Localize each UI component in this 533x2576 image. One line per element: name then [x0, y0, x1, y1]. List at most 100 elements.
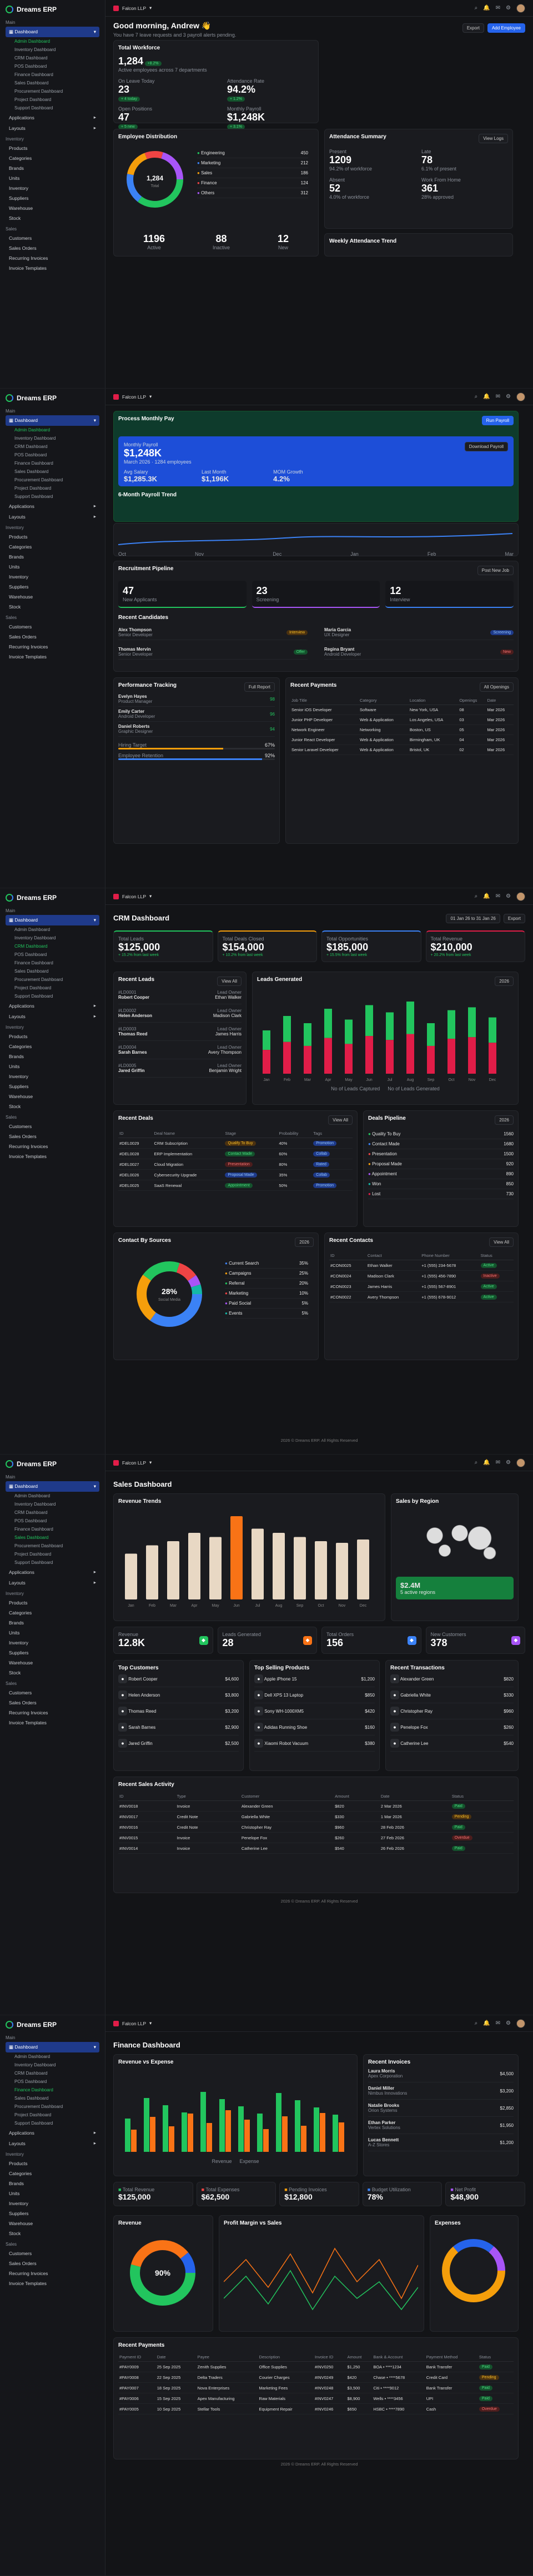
- mail-icon[interactable]: ✉: [495, 5, 501, 11]
- sidebar-subitem[interactable]: Project Dashboard: [14, 97, 52, 102]
- sidebar-item-dashboard[interactable]: ▦ Dashboard ▾: [6, 915, 99, 925]
- run-payroll-button[interactable]: Run Payroll: [481, 416, 514, 425]
- date-range-picker[interactable]: 01 Jan 26 to 31 Jan 26: [446, 914, 500, 923]
- sidebar-subitem[interactable]: POS Dashboard: [14, 64, 47, 69]
- table-row[interactable]: #PAY0007 18 Sep 2025 Nova Enterprises Marke…: [118, 2382, 514, 2393]
- sidebar-item[interactable]: Invoice Templates: [9, 2281, 47, 2286]
- invoice-row[interactable]: Ethan Parker Vertex Solutions $1,950: [368, 2117, 514, 2134]
- bell-icon[interactable]: 🔔: [483, 394, 490, 400]
- sidebar-item-dashboard[interactable]: ▦ Dashboard ▾: [6, 1481, 99, 1492]
- candidate-row[interactable]: Alex Thompson Senior Developer Interview: [118, 625, 308, 640]
- mail-icon[interactable]: ✉: [495, 2020, 501, 2026]
- year-select[interactable]: 2026: [495, 977, 514, 986]
- view-logs-button[interactable]: View Logs: [479, 134, 508, 143]
- search-icon[interactable]: ⌕: [474, 5, 478, 11]
- sidebar-item[interactable]: Products: [9, 1034, 28, 1039]
- sidebar-subitem[interactable]: CRM Dashboard: [14, 56, 48, 61]
- avatar[interactable]: [516, 1458, 525, 1467]
- list-item[interactable]: ● Helen Anderson $3,800: [118, 1687, 239, 1703]
- sidebar-subitem[interactable]: CRM Dashboard: [14, 944, 48, 949]
- sidebar-item-applications[interactable]: Applications ▸: [9, 114, 96, 120]
- workspace-selector[interactable]: Falcon LLP ▾: [113, 5, 152, 11]
- mail-icon[interactable]: ✉: [495, 1460, 501, 1466]
- table-row[interactable]: #DEL0027 Cloud Migration Presentation 80% Ra…: [118, 1159, 353, 1170]
- sidebar-item[interactable]: Products: [9, 534, 28, 540]
- list-item[interactable]: ● Robert Cooper $4,600: [118, 1671, 239, 1687]
- table-row[interactable]: #CON0024 Madison Clark +1 (555) 456-7890 In…: [329, 1270, 514, 1281]
- sidebar-subitem[interactable]: Sales Dashboard: [14, 969, 49, 974]
- bell-icon[interactable]: 🔔: [483, 1460, 490, 1466]
- sidebar-item[interactable]: Sales Orders: [9, 2261, 37, 2266]
- mail-icon[interactable]: ✉: [495, 394, 501, 400]
- sidebar-item-layouts[interactable]: Layouts ▸: [9, 2140, 96, 2146]
- app-logo[interactable]: Dreams ERP: [6, 1460, 99, 1468]
- sidebar-item[interactable]: Inventory: [9, 1074, 28, 1079]
- bell-icon[interactable]: 🔔: [483, 2020, 490, 2026]
- all-openings-button[interactable]: All Openings: [479, 682, 514, 692]
- sidebar-item-dashboard[interactable]: ▦ Dashboard ▾: [6, 2042, 99, 2052]
- sidebar-item[interactable]: Customers: [9, 624, 32, 630]
- sidebar-subitem[interactable]: Finance Dashboard: [14, 960, 53, 965]
- list-item[interactable]: ● Adidas Running Shoe $160: [254, 1719, 375, 1735]
- table-row[interactable]: #DEL0029 CRM Subscription Qualify To Buy 40…: [118, 1138, 353, 1149]
- app-logo[interactable]: Dreams ERP: [6, 6, 99, 13]
- table-row[interactable]: #DEL0026 Cybersecurity Upgrade Proposal Ma…: [118, 1169, 353, 1180]
- list-item[interactable]: ● Thomas Reed $3,200: [118, 1703, 239, 1719]
- sidebar-item[interactable]: Products: [9, 145, 28, 151]
- sidebar-item[interactable]: Recurring Invoices: [9, 2271, 48, 2276]
- table-row[interactable]: Senior Laravel Developer Web & Applicatio…: [290, 744, 514, 755]
- sidebar-item[interactable]: Recurring Invoices: [9, 255, 48, 261]
- sidebar-subitem[interactable]: Sales Dashboard: [14, 469, 49, 474]
- sidebar-item[interactable]: Customers: [9, 1124, 32, 1129]
- sidebar-item-applications[interactable]: Applications ▸: [9, 1003, 96, 1009]
- sidebar-item[interactable]: Suppliers: [9, 584, 29, 590]
- list-item[interactable]: ● Alexander Green $820: [390, 1671, 514, 1687]
- export-button[interactable]: Export: [503, 914, 525, 923]
- sidebar-item-layouts[interactable]: Layouts ▸: [9, 1013, 96, 1019]
- sidebar-subitem[interactable]: Support Dashboard: [14, 2121, 53, 2126]
- sidebar-item[interactable]: Brands: [9, 1054, 24, 1059]
- sidebar-item[interactable]: Warehouse: [9, 1660, 33, 1666]
- sidebar-subitem[interactable]: POS Dashboard: [14, 1518, 47, 1523]
- sidebar-subitem[interactable]: Sales Dashboard: [14, 80, 49, 85]
- sidebar-subitem[interactable]: Finance Dashboard: [14, 2087, 53, 2092]
- table-row[interactable]: Junior PHP Developer Web & Application Los…: [290, 715, 514, 725]
- sidebar-subitem[interactable]: Procurement Dashboard: [14, 1543, 63, 1548]
- sidebar-subitem[interactable]: POS Dashboard: [14, 2079, 47, 2084]
- table-row[interactable]: #INV0015 Invoice Penelope Fox $260 27 Feb 20…: [118, 1832, 514, 1843]
- view-all-contacts-button[interactable]: View All: [489, 1237, 514, 1247]
- sidebar-subitem[interactable]: Finance Dashboard: [14, 461, 53, 466]
- sidebar-item[interactable]: Brands: [9, 165, 24, 171]
- sidebar-item[interactable]: Warehouse: [9, 205, 33, 211]
- lead-row[interactable]: #LD0003 Thomas Reed Lead Owner James Harris: [118, 1023, 242, 1041]
- sidebar-subitem[interactable]: Project Dashboard: [14, 1552, 52, 1557]
- sidebar-item[interactable]: Recurring Invoices: [9, 644, 48, 650]
- sidebar-item[interactable]: Customers: [9, 1690, 32, 1695]
- sidebar-item[interactable]: Products: [9, 1600, 28, 1606]
- avatar[interactable]: [516, 392, 525, 401]
- sidebar-item[interactable]: Suppliers: [9, 195, 29, 201]
- lead-row[interactable]: #LD0002 Helen Anderson Lead Owner Madison C…: [118, 1004, 242, 1023]
- table-row[interactable]: Junior React Developer Web & Application B…: [290, 734, 514, 745]
- app-logo[interactable]: Dreams ERP: [6, 894, 99, 902]
- list-item[interactable]: ● Sarah Barnes $2,900: [118, 1719, 239, 1735]
- full-report-button[interactable]: Full Report: [244, 682, 275, 692]
- sidebar-item[interactable]: Customers: [9, 235, 32, 241]
- workspace-selector[interactable]: Falcon LLP ▾: [113, 394, 152, 400]
- workspace-selector[interactable]: Falcon LLP ▾: [113, 2020, 152, 2026]
- sidebar-subitem[interactable]: Procurement Dashboard: [14, 977, 63, 982]
- mail-icon[interactable]: ✉: [495, 893, 501, 899]
- sidebar-item[interactable]: Categories: [9, 544, 32, 550]
- sidebar-subitem[interactable]: Support Dashboard: [14, 105, 53, 110]
- sidebar-item-dashboard[interactable]: ▦ Dashboard ▾: [6, 415, 99, 426]
- pipeline-year-select[interactable]: 2026: [495, 1115, 514, 1125]
- candidate-row[interactable]: Thomas Mervin Senior Developer Offer: [118, 645, 308, 660]
- sidebar-item[interactable]: Products: [9, 2161, 28, 2166]
- list-item[interactable]: ● Apple iPhone 15 $1,200: [254, 1671, 375, 1687]
- sidebar-subitem[interactable]: Procurement Dashboard: [14, 477, 63, 482]
- lead-row[interactable]: #LD0004 Sarah Barnes Lead Owner Avery Thomp…: [118, 1041, 242, 1059]
- lead-row[interactable]: #LD0005 Jared Griffin Lead Owner Benjamin W…: [118, 1059, 242, 1078]
- sidebar-subitem[interactable]: Admin Dashboard: [14, 927, 51, 932]
- sidebar-item[interactable]: Recurring Invoices: [9, 1144, 48, 1149]
- table-row[interactable]: Senior iOS Developer Software New York, US…: [290, 705, 514, 715]
